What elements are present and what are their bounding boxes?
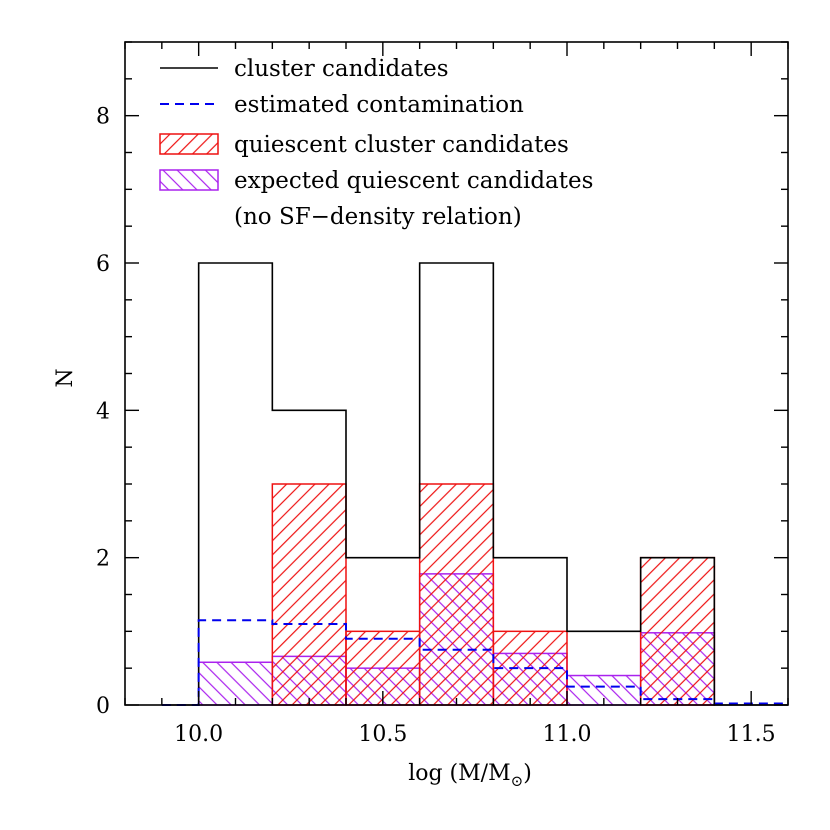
x-tick-label: 10.0 bbox=[174, 722, 223, 747]
legend-label: expected quiescent candidates bbox=[234, 168, 593, 194]
axes: 10.0 10.5 11.0 11.5 0 2 4 6 8 bbox=[96, 41, 789, 747]
contamination-line bbox=[161, 619, 788, 706]
x-tick-label: 10.5 bbox=[358, 722, 407, 747]
contamination-histogram bbox=[161, 619, 788, 706]
quiescent-bar bbox=[418, 483, 495, 706]
legend-swatch-quiescent bbox=[159, 133, 219, 155]
y-tick-label: 6 bbox=[96, 252, 110, 277]
x-axis-label: log (M/M⊙) bbox=[408, 761, 532, 790]
legend-label: estimated contamination bbox=[234, 92, 524, 118]
legend: cluster candidates estimated contaminatio… bbox=[159, 56, 593, 230]
y-tick-label: 2 bbox=[96, 547, 110, 572]
legend-swatch-expected bbox=[159, 169, 219, 191]
cluster-candidates-line bbox=[161, 262, 788, 706]
x-tick-label: 11.5 bbox=[727, 722, 776, 747]
legend-label: cluster candidates bbox=[234, 56, 449, 82]
legend-label: (no SF−density relation) bbox=[234, 204, 522, 230]
x-axis-label-subscript: ⊙ bbox=[511, 772, 524, 790]
quiescent-bar bbox=[271, 483, 347, 706]
y-tick-label: 0 bbox=[96, 694, 110, 719]
quiescent-bar bbox=[639, 556, 716, 706]
x-tick-label: 11.0 bbox=[543, 722, 592, 747]
y-axis-label: N bbox=[53, 368, 78, 387]
y-tick-label: 4 bbox=[96, 399, 110, 424]
cluster-histogram bbox=[161, 262, 788, 706]
y-tick-label: 8 bbox=[96, 105, 110, 130]
legend-label: quiescent cluster candidates bbox=[234, 132, 569, 158]
